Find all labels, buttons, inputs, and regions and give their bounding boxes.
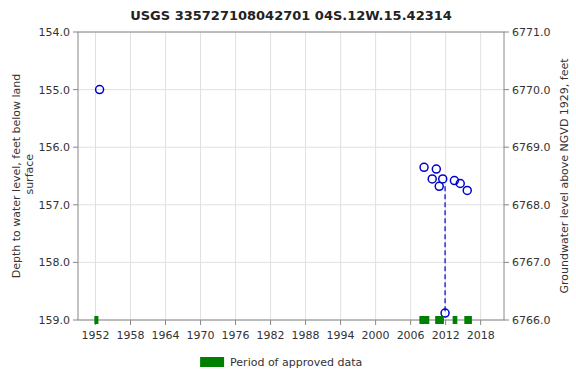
point xyxy=(463,186,471,194)
x-tick xyxy=(165,320,166,325)
grid-line-y xyxy=(78,262,504,263)
x-tick-label: 1976 xyxy=(222,329,250,342)
y2-tick-label: 6771.0 xyxy=(512,26,551,39)
point xyxy=(432,165,440,173)
y2-tick xyxy=(504,89,509,90)
point xyxy=(439,175,447,183)
y-tick xyxy=(73,262,78,263)
grid-line-x xyxy=(375,32,376,320)
plot-area xyxy=(96,86,472,317)
grid-line-x xyxy=(410,32,411,320)
y-tick xyxy=(73,320,78,321)
grid-line-y xyxy=(78,89,504,90)
y-tick-label: 157.0 xyxy=(39,199,71,212)
y2-tick-label: 6766.0 xyxy=(512,314,551,327)
grid-line-x xyxy=(130,32,131,320)
y-tick xyxy=(73,204,78,205)
chart: 1952 1958 1964 1970 1976 1982 1988 1994 2000 2006… xyxy=(0,0,576,384)
x-tick-label: 1982 xyxy=(257,329,285,342)
y-axis: 154.0 155.0 156.0 157.0 158.0 159.0 xyxy=(39,26,79,327)
x-tick-label: 1964 xyxy=(152,329,180,342)
point xyxy=(420,163,428,171)
point xyxy=(456,179,464,187)
y-tick xyxy=(73,147,78,148)
grid xyxy=(78,32,504,320)
x-tick xyxy=(200,320,201,325)
grid-line-x xyxy=(95,32,96,320)
title: USGS 335727108042701 04S.12W.15.42314 xyxy=(130,8,452,23)
y-tick xyxy=(73,32,78,33)
grid-line-x xyxy=(200,32,201,320)
y-tick-label: 155.0 xyxy=(39,84,71,97)
x-tick xyxy=(340,320,341,325)
grid-line-x xyxy=(235,32,236,320)
y2-tick xyxy=(504,262,509,263)
y2-tick-label: 6769.0 xyxy=(512,141,551,154)
point xyxy=(428,175,436,183)
x-tick-label: 1988 xyxy=(292,329,320,342)
y-tick-label: 156.0 xyxy=(39,141,71,154)
legend-swatch xyxy=(200,357,224,367)
x-tick xyxy=(235,320,236,325)
point xyxy=(96,86,104,94)
x-tick xyxy=(270,320,271,325)
legend-label: Period of approved data xyxy=(230,356,362,369)
y2-tick-label: 6770.0 xyxy=(512,84,551,97)
y-tick-label: 159.0 xyxy=(39,314,71,327)
y2-tick-label: 6768.0 xyxy=(512,199,551,212)
y2-tick xyxy=(504,147,509,148)
y-tick xyxy=(73,89,78,90)
y2-tick xyxy=(504,32,509,33)
points xyxy=(96,86,472,317)
x-tick-label: 2012 xyxy=(432,329,460,342)
y-axis-label: Depth to water level, feet below land su… xyxy=(10,74,36,279)
plot-frame xyxy=(78,32,504,320)
edge-bars xyxy=(94,316,472,324)
y2-axis-label: Groundwater level above NGVD 1929, feet xyxy=(558,58,571,294)
x-axis: 1952 1958 1964 1970 1976 1982 1988 1994 2000 2006… xyxy=(82,320,495,342)
y2-tick xyxy=(504,204,509,205)
grid-line-x xyxy=(270,32,271,320)
x-tick xyxy=(130,320,131,325)
x-tick-label: 1994 xyxy=(327,329,355,342)
grid-line-x xyxy=(305,32,306,320)
approved-period xyxy=(435,316,444,324)
y2-axis: 6771.0 6770.0 6769.0 6768.0 6767.0 6766.0 xyxy=(504,26,551,327)
grid-line-y xyxy=(78,204,504,205)
y-tick-label: 154.0 xyxy=(39,26,71,39)
y2-tick xyxy=(504,320,509,321)
connector-line xyxy=(444,186,445,313)
x-tick xyxy=(480,320,481,325)
x-tick-label: 2018 xyxy=(467,329,495,342)
approved-period xyxy=(464,316,472,324)
y-axis-label-line: Depth to water level, feet below land xyxy=(10,74,23,279)
x-tick-label: 2000 xyxy=(362,329,390,342)
grid-line-y xyxy=(78,147,504,148)
approved-period xyxy=(453,316,458,324)
x-tick-label: 1952 xyxy=(82,329,110,342)
grid-line-x xyxy=(165,32,166,320)
x-tick xyxy=(305,320,306,325)
grid-line-x xyxy=(480,32,481,320)
x-tick xyxy=(410,320,411,325)
y2-tick-label: 6767.0 xyxy=(512,256,551,269)
x-tick-label: 2006 xyxy=(397,329,425,342)
y-axis-label-line: surface xyxy=(23,154,36,198)
x-tick xyxy=(445,320,446,325)
legend: Period of approved data xyxy=(200,356,362,369)
y-tick-label: 158.0 xyxy=(39,256,71,269)
grid-line-x xyxy=(340,32,341,320)
x-tick xyxy=(375,320,376,325)
approved-period xyxy=(419,316,429,324)
x-tick-label: 1970 xyxy=(187,329,215,342)
approved-period xyxy=(94,316,98,324)
x-tick-label: 1958 xyxy=(117,329,145,342)
